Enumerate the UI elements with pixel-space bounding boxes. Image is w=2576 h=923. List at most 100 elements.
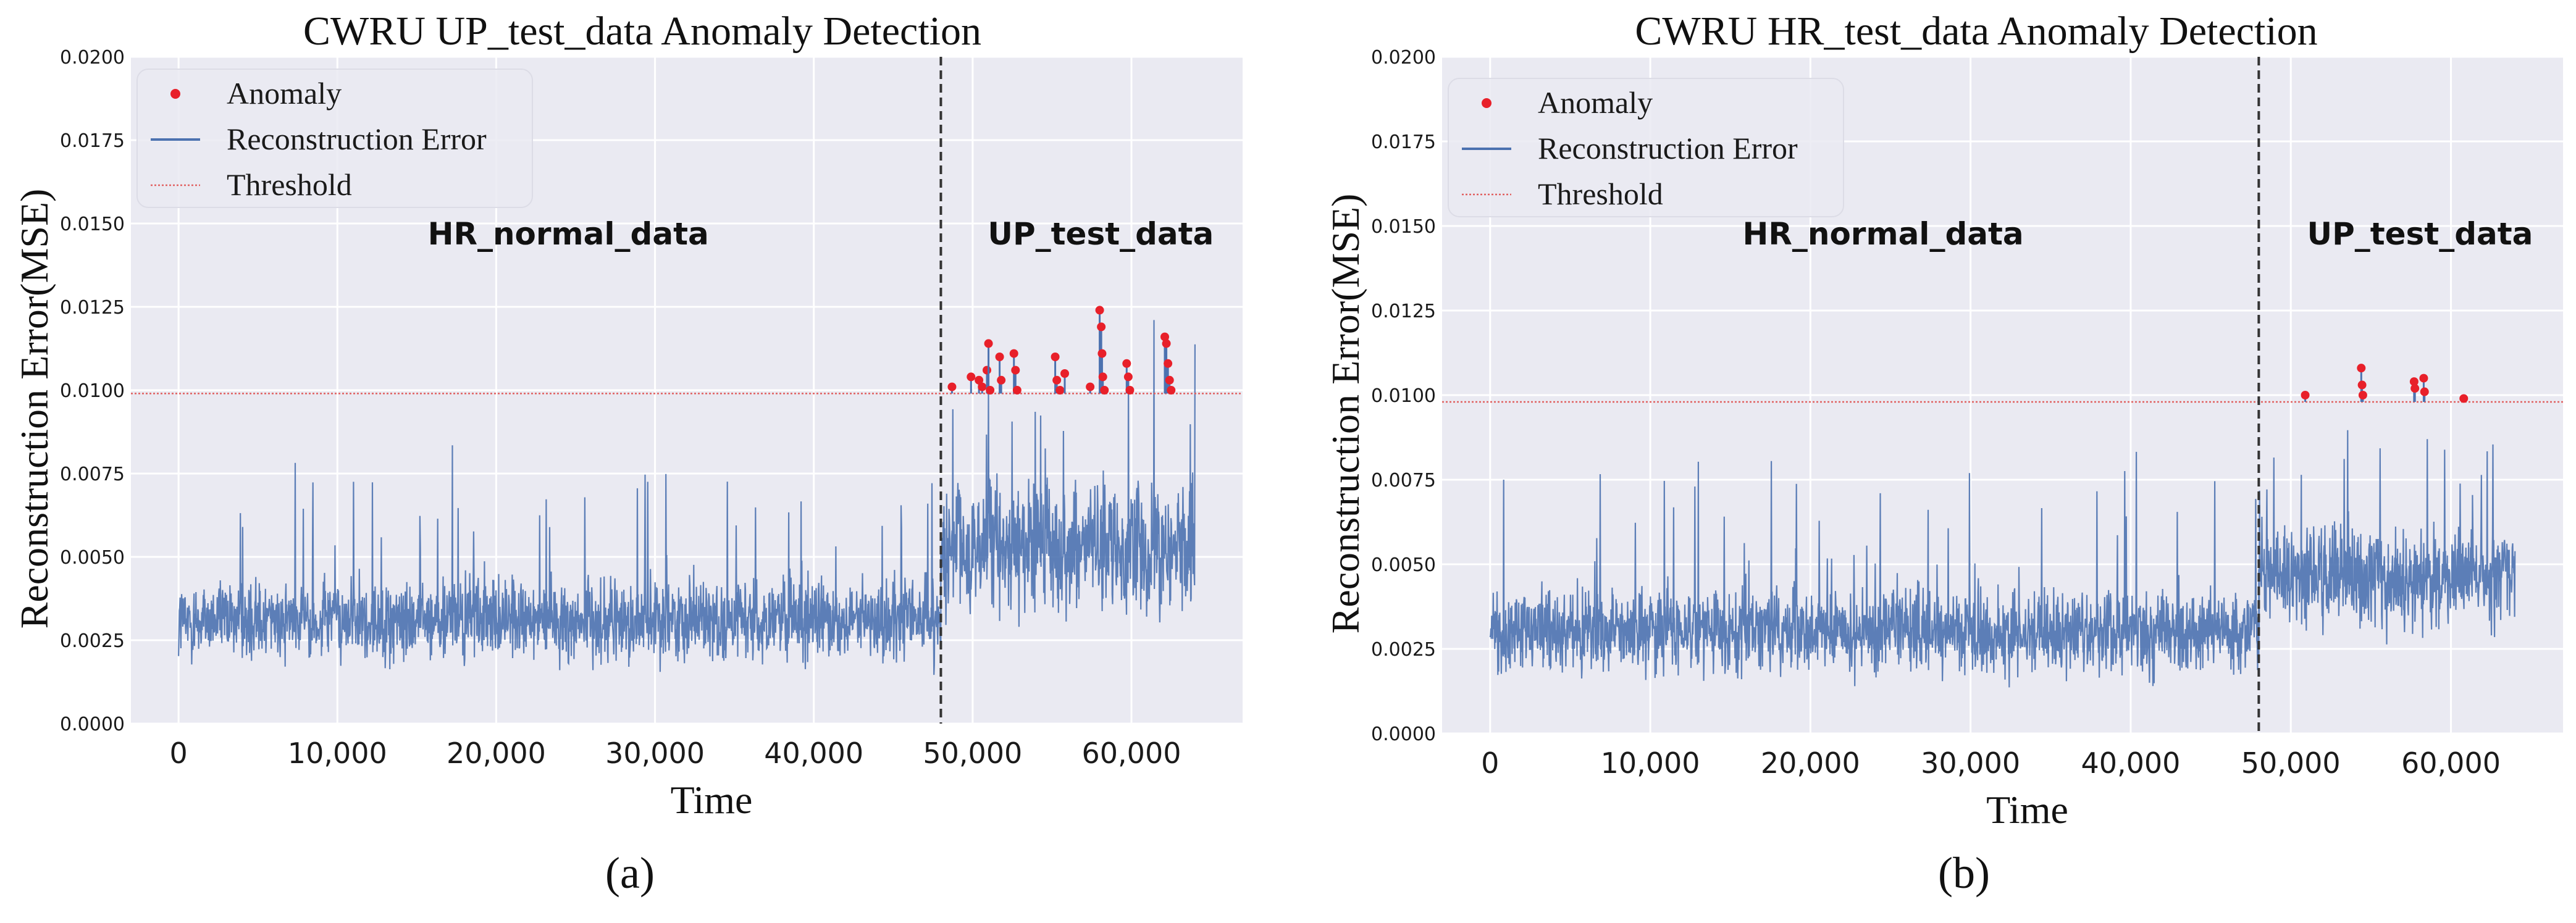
anomaly-point [1095, 306, 1104, 315]
anomaly-point [1051, 353, 1060, 361]
anomaly-point [1060, 369, 1069, 378]
anomaly-point [983, 365, 991, 375]
x-tick-label: 30,000 [605, 737, 705, 770]
y-axis-label: Reconstruction Error(MSE) [1324, 194, 1367, 634]
anomaly-point [1009, 349, 1018, 358]
y-tick-label: 0.0025 [1371, 639, 1436, 661]
legend-box [136, 69, 533, 208]
y-tick-label: 0.0000 [60, 714, 125, 735]
x-tick-label: 0 [170, 737, 188, 770]
anomaly-point [1098, 372, 1107, 382]
y-tick-label: 0.0025 [60, 630, 125, 652]
x-tick-label: 60,000 [2401, 746, 2501, 780]
anomaly-point [967, 372, 976, 382]
anomaly-point [1125, 386, 1135, 395]
legend-label: Threshold [1538, 177, 1663, 211]
anomaly-point [2410, 384, 2420, 393]
x-tick-label: 10,000 [1601, 746, 1700, 780]
y-axis-label: Reconstruction Error(MSE) [12, 189, 56, 629]
region-label-normal: HR_normal_data [1743, 216, 2024, 252]
x-tick-label: 10,000 [288, 737, 387, 770]
anomaly-point [995, 353, 1004, 361]
x-tick-label: 60,000 [1082, 737, 1181, 770]
anomaly-point [1011, 365, 1020, 375]
anomaly-point [997, 375, 1006, 385]
anomaly-point [1167, 386, 1176, 395]
y-tick-label: 0.0200 [1371, 47, 1436, 69]
x-tick-label: 30,000 [1921, 746, 2020, 780]
anomaly-point [2301, 391, 2310, 399]
anomaly-point [1123, 372, 1133, 382]
anomaly-point [1012, 386, 1022, 395]
legend-label: Anomaly [227, 76, 342, 111]
anomaly-point [2419, 374, 2428, 383]
anomaly-point [975, 375, 984, 385]
legend-anomaly-marker [170, 89, 180, 99]
panel-label: (b) [1938, 848, 1990, 898]
panel-b: 0.0000 0.0025 0.0050 0.0075 0.0100 0.0125 0.01… [1324, 9, 2563, 898]
legend: Anomaly Reconstruction Error Threshold [1448, 78, 1844, 217]
y-tick-label: 0.0075 [1371, 470, 1436, 491]
anomaly-point [1097, 322, 1106, 332]
y-tick-label: 0.0100 [1371, 385, 1436, 407]
anomaly-point [1160, 332, 1169, 341]
y-tick-label: 0.0000 [1371, 724, 1436, 745]
anomaly-point [1052, 375, 1062, 385]
anomaly-point [1165, 375, 1174, 385]
legend-box [1448, 78, 1844, 217]
x-tick-label: 40,000 [2081, 746, 2180, 780]
y-tick-label: 0.0075 [60, 464, 125, 485]
chart-title: CWRU HR_test_data Anomaly Detection [1635, 9, 2317, 54]
x-tick-label: 50,000 [2241, 746, 2341, 780]
y-tick-label: 0.0125 [1371, 301, 1436, 322]
y-tick-label: 0.0125 [60, 297, 125, 319]
anomaly-point [1097, 349, 1107, 358]
legend-label: Reconstruction Error [1538, 131, 1798, 165]
region-label-test: UP_test_data [988, 216, 1214, 252]
anomaly-point [1100, 386, 1109, 395]
anomaly-point [2357, 380, 2367, 390]
legend-label: Threshold [227, 167, 352, 202]
y-tick-label: 0.0100 [60, 380, 125, 402]
x-tick-label: 40,000 [764, 737, 863, 770]
anomaly-point [2420, 387, 2429, 396]
anomaly-point [1055, 386, 1065, 395]
x-axis-label: Time [1986, 788, 2068, 832]
region-label-test: UP_test_data [2307, 216, 2533, 252]
anomaly-point [1162, 339, 1171, 348]
legend-label: Anomaly [1538, 85, 1653, 120]
x-tick-label: 0 [1481, 746, 1499, 780]
anomaly-point [1122, 359, 1131, 368]
anomaly-point [984, 339, 993, 348]
y-tick-label: 0.0175 [1371, 132, 1436, 153]
panel-label: (a) [605, 848, 655, 898]
region-label-normal: HR_normal_data [428, 216, 709, 252]
y-tick-label: 0.0150 [60, 214, 125, 235]
anomaly-point [2409, 377, 2419, 386]
y-tick-label: 0.0175 [60, 130, 125, 152]
anomaly-point [978, 382, 987, 391]
legend-anomaly-marker [1482, 98, 1491, 108]
legend-label: Reconstruction Error [227, 122, 487, 156]
chart-title: CWRU UP_test_data Anomaly Detection [303, 9, 981, 54]
reconstruction-error-line [1489, 430, 2516, 688]
x-tick-label: 50,000 [923, 737, 1022, 770]
y-tick-label: 0.0050 [60, 547, 125, 569]
anomaly-point [947, 382, 957, 391]
reconstruction-error-line [178, 320, 1196, 675]
anomaly-point [2358, 391, 2367, 399]
anomaly-point [1086, 382, 1095, 391]
legend: Anomaly Reconstruction Error Threshold [136, 69, 533, 208]
anomaly-point [2357, 364, 2366, 373]
y-tick-label: 0.0150 [1371, 216, 1436, 238]
x-axis-label: Time [671, 778, 753, 822]
x-tick-label: 20,000 [1761, 746, 1860, 780]
y-tick-label: 0.0200 [60, 47, 125, 69]
anomaly-point [2459, 394, 2469, 403]
panel-a: 0.0000 0.0025 0.0050 0.0075 0.0100 0.0125 0.01… [12, 9, 1243, 898]
x-tick-label: 20,000 [447, 737, 546, 770]
anomaly-point [986, 386, 995, 395]
anomaly-point [1164, 359, 1173, 368]
y-tick-label: 0.0050 [1371, 554, 1436, 576]
